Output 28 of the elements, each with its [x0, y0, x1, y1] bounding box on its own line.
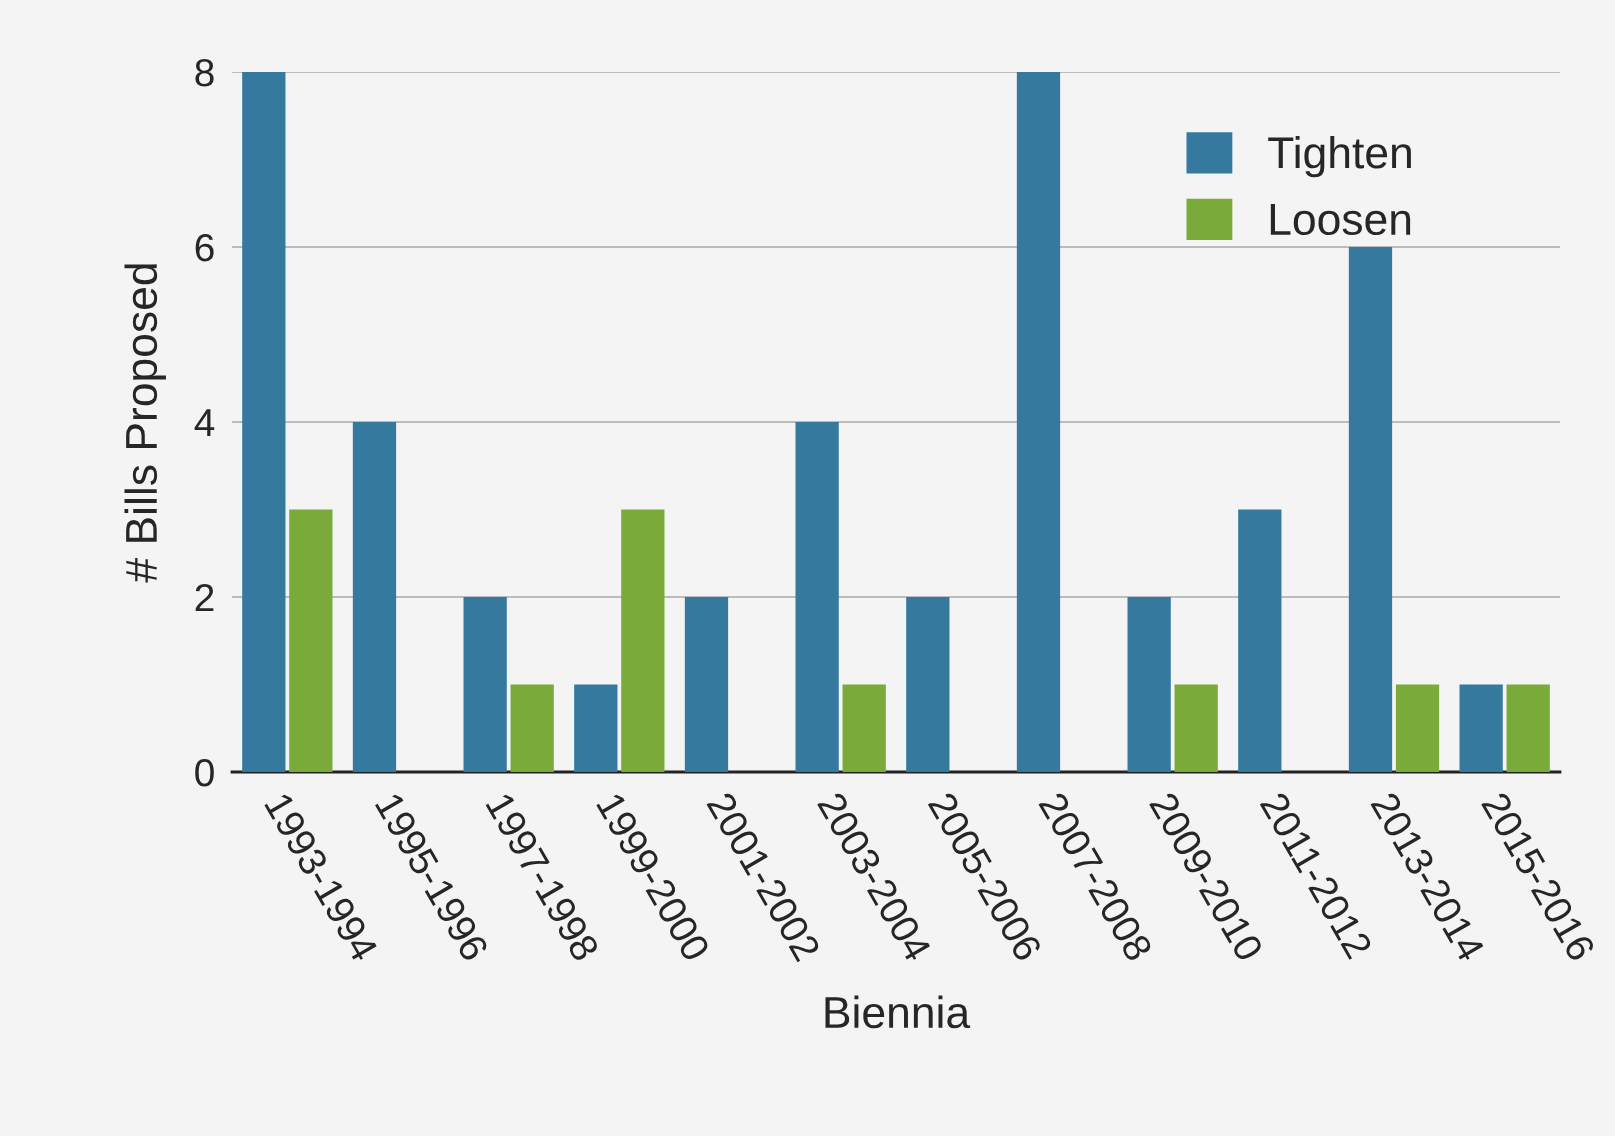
bar [906, 597, 950, 772]
bar [352, 422, 397, 772]
bar [684, 597, 729, 772]
bar [795, 422, 839, 772]
bar [1127, 597, 1171, 772]
y-tick-label: 4 [194, 409, 215, 437]
bar [1459, 684, 1503, 772]
bar [1506, 684, 1550, 772]
legend-label: Tighten [1268, 135, 1411, 178]
y-tick-label: 8 [195, 58, 214, 87]
bar [842, 684, 886, 772]
bar [289, 509, 333, 772]
legend-label: Loosen [1270, 204, 1411, 236]
y-tick-label: 2 [195, 583, 214, 612]
y-tick-label: 0 [195, 758, 214, 787]
bar [1174, 684, 1218, 772]
bar [463, 597, 507, 772]
bar [1238, 509, 1282, 772]
bar [510, 684, 554, 772]
x-axis-title: Biennia [825, 995, 971, 1029]
y-tick-label: 6 [195, 233, 214, 262]
bar [1348, 247, 1393, 772]
bar [242, 72, 286, 772]
bar [1395, 684, 1440, 772]
bar [621, 509, 665, 772]
y-axis-title: # Bills Proposed [124, 264, 166, 583]
bar [574, 684, 618, 772]
bar [1016, 72, 1061, 772]
